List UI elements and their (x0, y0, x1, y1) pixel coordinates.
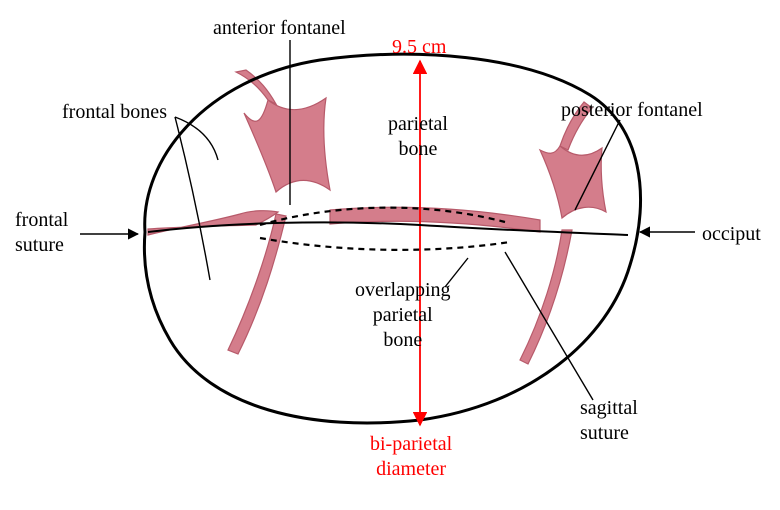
label-posterior-fontanel: posterior fontanel (561, 98, 703, 123)
label-biparietal-diameter: bi-parietaldiameter (370, 432, 452, 482)
label-frontal-suture: frontalsuture (15, 208, 68, 258)
label-frontal-bones: frontal bones (62, 100, 167, 125)
diagram-root: anterior fontanel frontal bones frontals… (0, 0, 780, 510)
label-overlapping-parietal: overlappingparietalbone (355, 278, 451, 353)
label-occiput: occiput (702, 222, 761, 247)
label-anterior-fontanel: anterior fontanel (213, 16, 346, 41)
overlap-dash-bot (260, 238, 510, 250)
label-measurement: 9.5 cm (392, 35, 446, 60)
label-parietal-bone: parietalbone (388, 112, 448, 162)
label-sagittal-suture: sagittalsuture (580, 396, 638, 446)
